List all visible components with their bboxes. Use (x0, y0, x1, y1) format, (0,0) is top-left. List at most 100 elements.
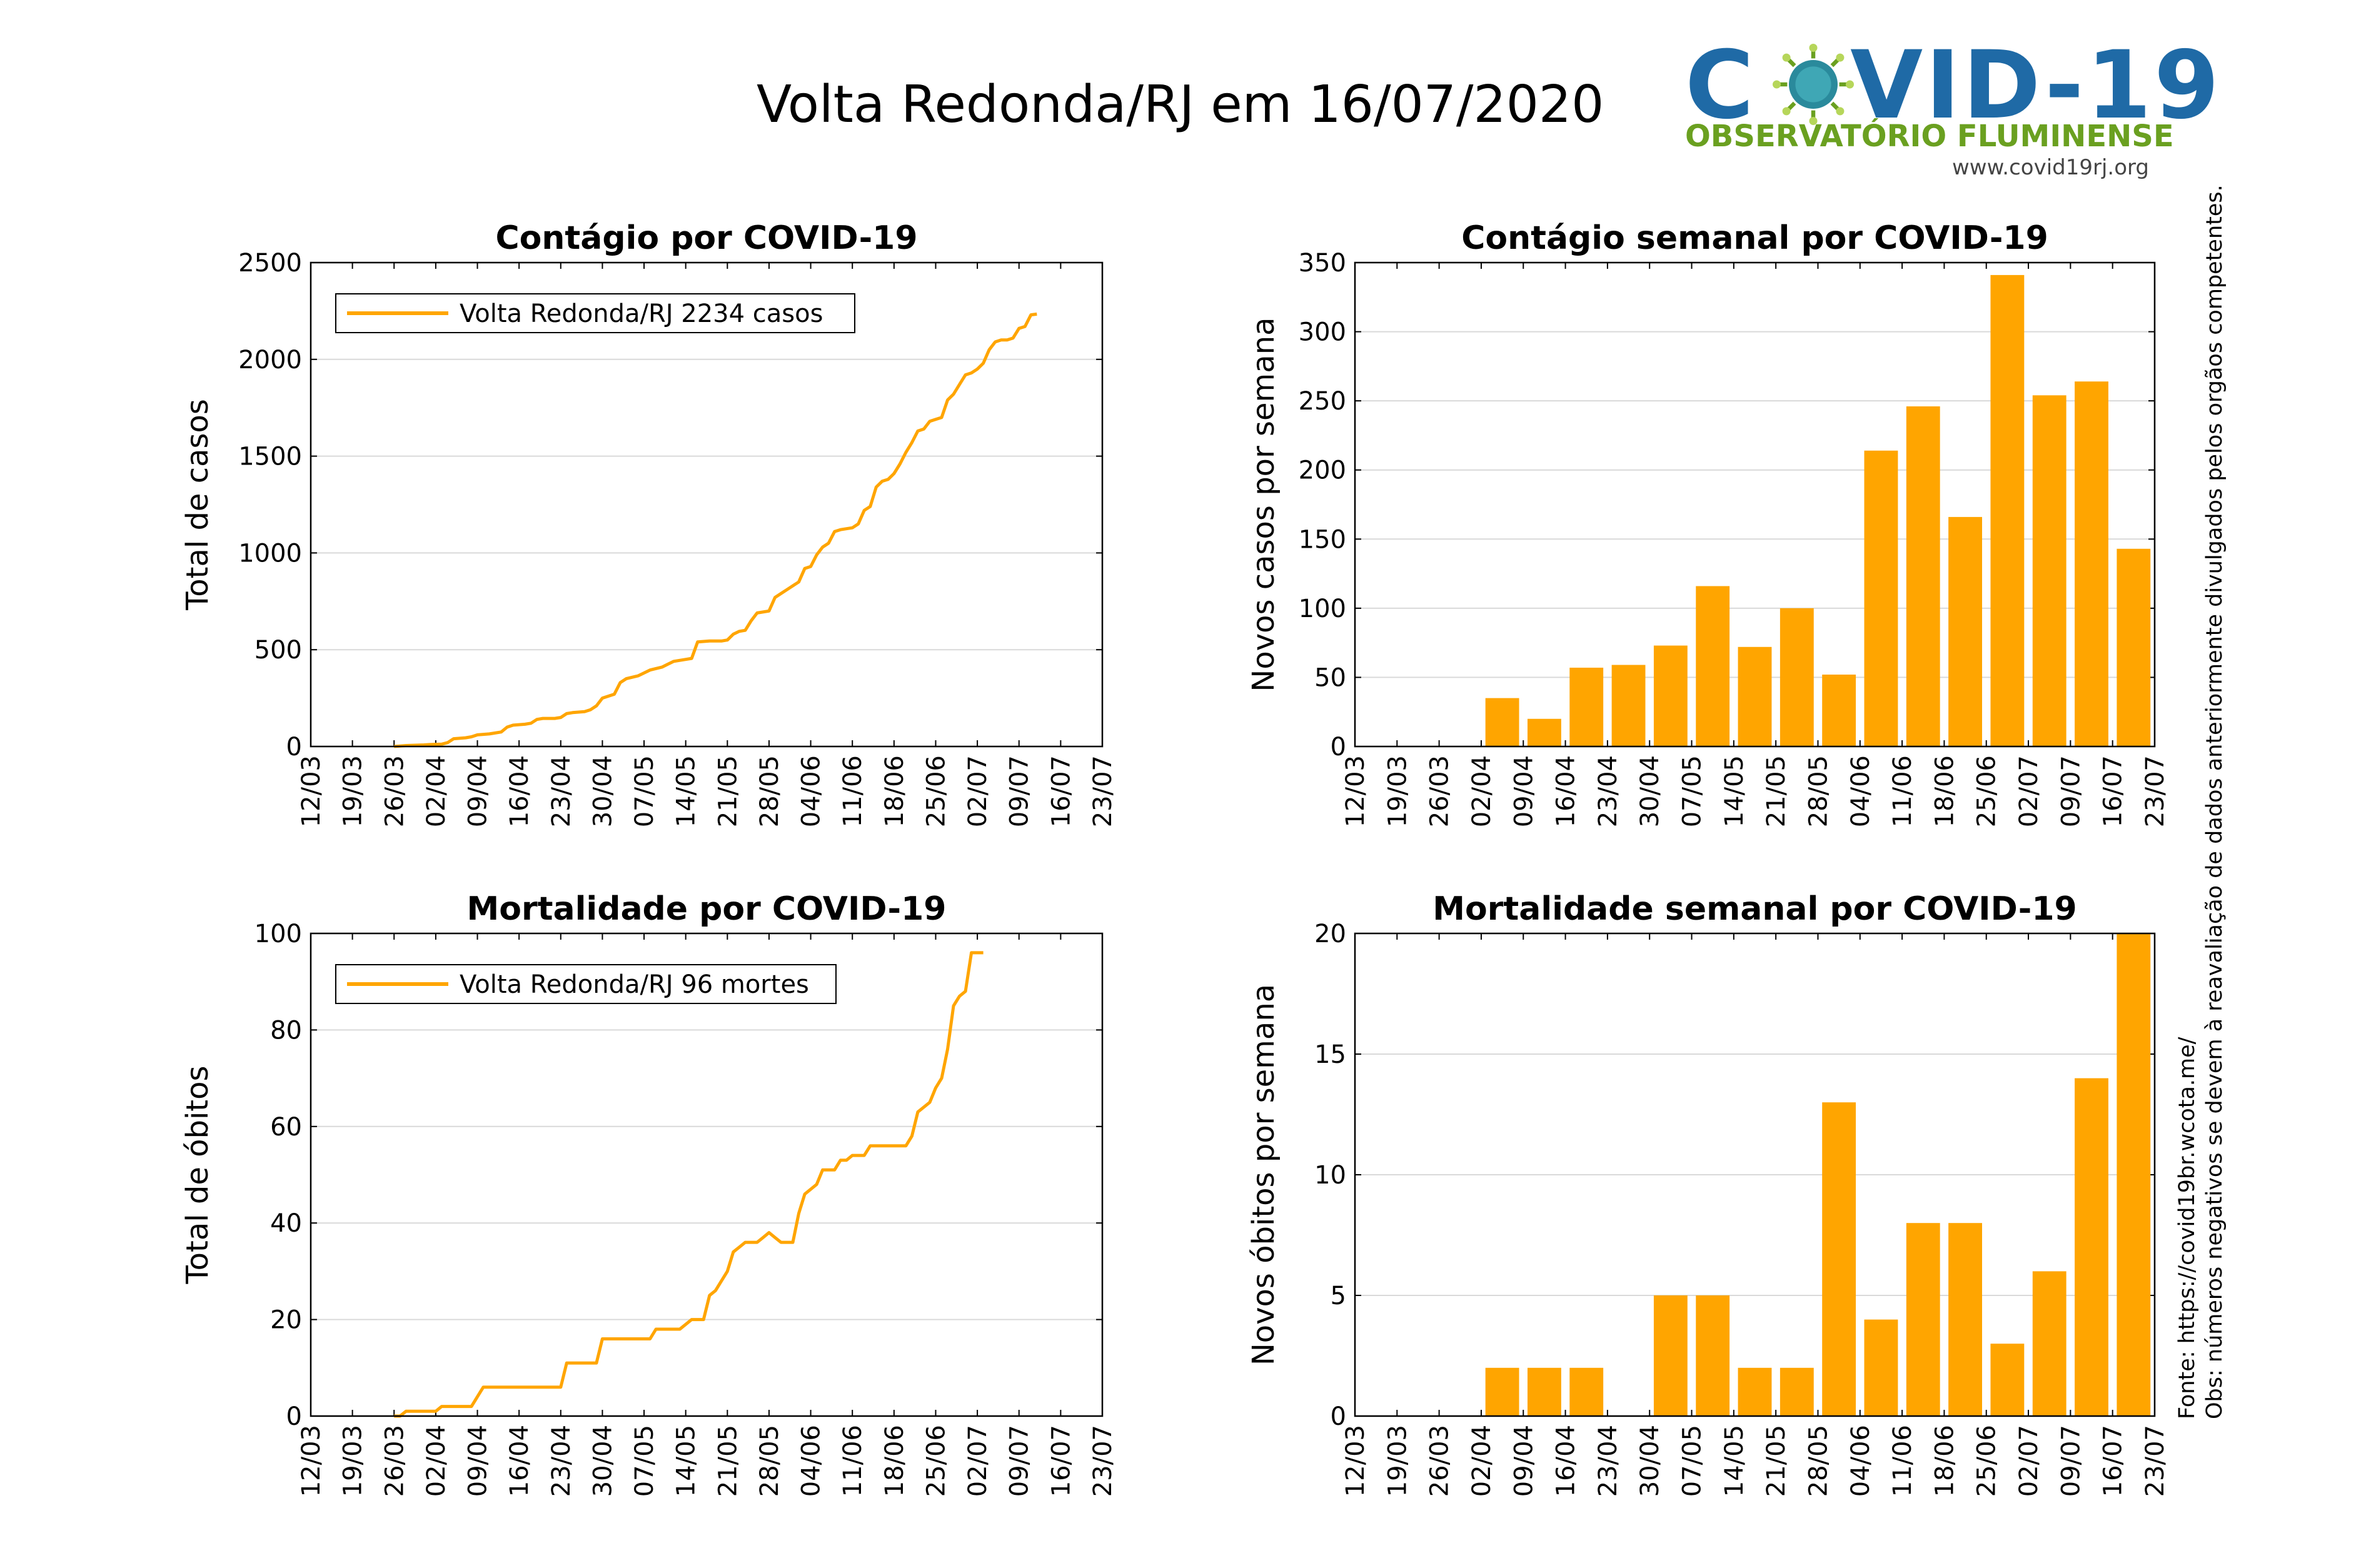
x-tick-label: 16/04 (505, 755, 534, 827)
x-tick-label: 23/04 (547, 1425, 576, 1497)
x-tick-label: 09/04 (464, 755, 493, 827)
x-tick-label: 21/05 (713, 1425, 742, 1497)
logo-subtitle: OBSERVATÓRIO FLUMINENSE (1685, 119, 2174, 154)
x-tick-label: 21/05 (713, 755, 742, 827)
y-tick-label: 2000 (238, 346, 302, 374)
x-tick-label: 02/04 (422, 1425, 451, 1497)
x-tick-label: 07/05 (630, 1425, 659, 1497)
bar (2032, 1271, 2066, 1416)
x-tick-label: 02/04 (1467, 755, 1496, 827)
y-tick-label: 50 (1314, 663, 1346, 692)
x-tick-label: 28/05 (1804, 1425, 1833, 1497)
x-tick-label: 07/05 (630, 755, 659, 827)
x-tick-label: 23/07 (1089, 755, 1117, 827)
plot-frame (1354, 261, 2156, 748)
x-tick-label: 23/04 (1594, 755, 1623, 827)
chart-title: Mortalidade por COVID-19 (467, 890, 947, 928)
x-tick-label: 18/06 (880, 755, 909, 827)
x-tick-label: 11/06 (1888, 755, 1917, 827)
x-tick-label: 09/04 (1509, 755, 1538, 827)
y-tick-label: 0 (286, 733, 302, 761)
logo-url: www.covid19rj.org (1951, 155, 2149, 180)
bar (1906, 1223, 1940, 1416)
deaths_cumulative-plot: 0 20 40 60 80 100 12/03 19/03 26/03 02/04 09/04 16/… (180, 890, 1117, 1497)
bar (2117, 548, 2151, 746)
y-tick-label: 0 (286, 1402, 302, 1431)
plot-frame (310, 261, 1104, 748)
y-tick-label: 200 (1299, 456, 1346, 485)
y-tick-label: 40 (270, 1209, 302, 1238)
x-tick-label: 11/06 (1888, 1425, 1917, 1497)
bar (2117, 933, 2151, 1416)
x-tick-label: 30/04 (1636, 755, 1664, 827)
x-tick-label: 28/05 (1804, 755, 1833, 827)
x-tick-label: 04/06 (797, 1425, 826, 1497)
x-tick-label: 21/05 (1762, 1425, 1791, 1497)
x-tick-label: 19/03 (1383, 1425, 1412, 1497)
x-tick-label: 12/03 (1341, 1425, 1370, 1497)
bar (1990, 274, 2025, 747)
x-tick-label: 16/04 (1552, 1425, 1581, 1497)
bar (1948, 516, 1983, 746)
y-axis-label: Novos casos por semana (1246, 317, 1281, 691)
x-tick-label: 26/03 (380, 755, 409, 827)
chart-title: Contágio semanal por COVID-19 (1461, 219, 2048, 257)
bar (1864, 450, 1898, 746)
bar (1822, 1102, 1856, 1416)
x-tick-label: 21/05 (1762, 755, 1791, 827)
x-tick-label: 19/03 (1383, 755, 1412, 827)
y-axis-label: Total de casos (180, 399, 215, 611)
y-tick-label: 10 (1314, 1161, 1346, 1190)
x-tick-label: 18/06 (880, 1425, 909, 1497)
y-tick-label: 150 (1299, 525, 1346, 554)
bar (1527, 1367, 1561, 1416)
bar (1653, 1295, 1688, 1416)
x-tick-label: 04/06 (1846, 1425, 1875, 1497)
x-tick-label: 19/03 (339, 1425, 368, 1497)
y-tick-label: 0 (1331, 733, 1346, 761)
x-tick-label: 12/03 (297, 755, 326, 827)
bar (1696, 586, 1730, 746)
x-tick-label: 26/03 (1426, 1425, 1454, 1497)
x-tick-label: 28/05 (755, 1425, 784, 1497)
x-tick-label: 14/05 (1720, 755, 1749, 827)
y-tick-label: 500 (254, 636, 302, 665)
x-tick-label: 02/04 (422, 755, 451, 827)
bar (1569, 667, 1604, 746)
bar (1738, 1367, 1772, 1416)
x-tick-label: 18/06 (1930, 755, 1959, 827)
virus-icon (1773, 44, 1854, 125)
bar (1864, 1319, 1898, 1416)
bar (2075, 1078, 2108, 1416)
y-tick-label: 80 (270, 1016, 302, 1045)
x-tick-label: 02/07 (2015, 755, 2043, 827)
y-tick-label: 60 (270, 1113, 302, 1142)
plot-frame (1354, 932, 2156, 1417)
x-tick-label: 26/03 (1426, 755, 1454, 827)
x-tick-label: 25/06 (1973, 1425, 2001, 1497)
x-tick-label: 09/04 (464, 1425, 493, 1497)
y-tick-label: 1000 (238, 539, 302, 568)
bar (1780, 608, 1814, 746)
x-tick-label: 14/05 (672, 755, 701, 827)
x-tick-label: 09/07 (2056, 755, 2085, 827)
y-tick-label: 15 (1314, 1040, 1346, 1069)
y-axis-label: Novos óbitos por semana (1246, 984, 1281, 1365)
y-tick-label: 250 (1299, 387, 1346, 416)
legend-label: Volta Redonda/RJ 2234 casos (460, 299, 823, 328)
bar (1569, 1367, 1604, 1416)
bar (1527, 718, 1561, 746)
bar (2075, 381, 2108, 746)
x-tick-label: 07/05 (1678, 1425, 1707, 1497)
x-tick-label: 23/04 (547, 755, 576, 827)
series-line (394, 312, 1037, 748)
plot-frame (310, 932, 1104, 1417)
cases_cumulative-plot: 0 500 1000 1500 2000 2500 12/03 19/03 26/03 02/04… (180, 219, 1117, 827)
x-tick-label: 14/05 (672, 1425, 701, 1497)
chart-title: Mortalidade semanal por COVID-19 (1432, 890, 2077, 928)
covid19-logo: C VID-19 OBSERVATÓRIO FLUMINENSE www.covi… (1685, 31, 2219, 181)
y-tick-label: 20 (270, 1306, 302, 1335)
x-tick-label: 11/06 (838, 1425, 867, 1497)
x-tick-label: 16/04 (505, 1425, 534, 1497)
